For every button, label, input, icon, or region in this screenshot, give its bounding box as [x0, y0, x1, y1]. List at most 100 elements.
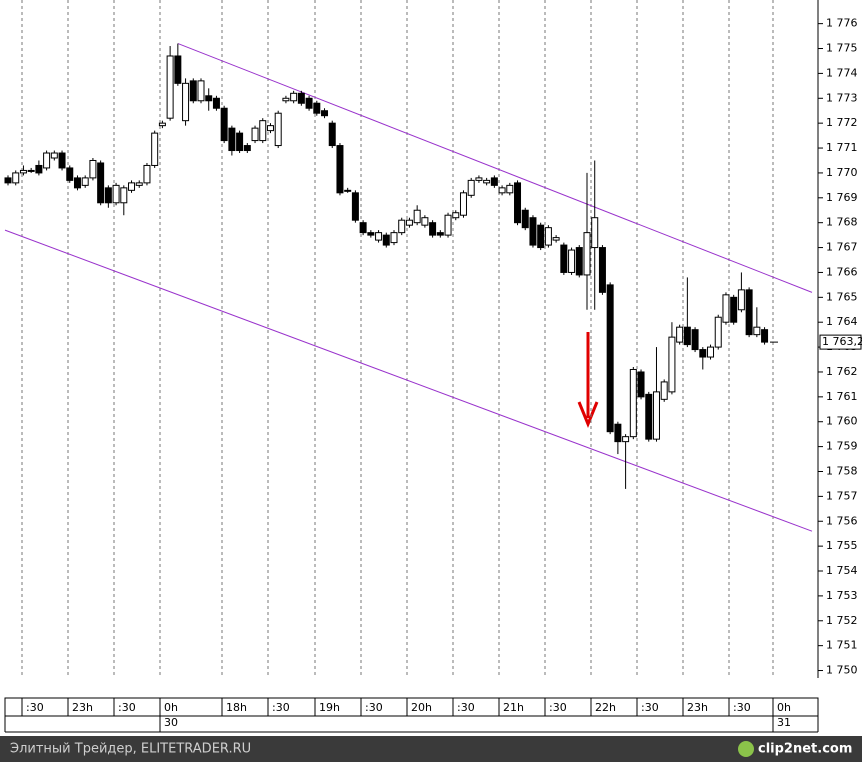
- candle-body: [629, 368, 637, 438]
- candle-body: [668, 336, 676, 393]
- footer-watermark: clip2net.com: [758, 742, 852, 757]
- y-tick-label: 1 758: [826, 464, 858, 477]
- y-tick-label: 1 775: [826, 42, 858, 55]
- candle-body: [35, 164, 43, 174]
- y-tick-label: 1 765: [826, 290, 858, 303]
- candle-body: [351, 192, 359, 221]
- candle-body: [676, 326, 684, 343]
- candle-body: [683, 326, 691, 346]
- candle-body: [444, 214, 452, 236]
- candle-body: [189, 80, 197, 102]
- footer-bar: [0, 736, 862, 762]
- candle-body: [375, 232, 383, 241]
- y-tick-label: 1 754: [826, 564, 858, 577]
- candle-body: [730, 296, 738, 323]
- y-tick-label: 1 768: [826, 216, 858, 229]
- candle-body: [521, 209, 529, 229]
- y-tick-label: 1 773: [826, 91, 858, 104]
- candle-body: [305, 97, 313, 109]
- candle-body: [506, 184, 514, 194]
- candle-body: [344, 189, 352, 192]
- candle-body: [166, 55, 174, 119]
- candle-body: [707, 346, 715, 358]
- candle-body: [328, 122, 336, 147]
- candle-body: [583, 232, 591, 276]
- candle-body: [606, 284, 614, 433]
- last-price-label: 1 763,2: [822, 335, 862, 348]
- y-tick-label: 1 764: [826, 315, 858, 328]
- candle-body: [737, 289, 745, 311]
- candle-body: [622, 436, 630, 443]
- x-tick-label: :30: [272, 701, 290, 714]
- candle-body: [537, 224, 545, 249]
- candle-body: [321, 110, 329, 117]
- candle-body: [158, 122, 166, 127]
- x-axis-box: [4, 697, 819, 717]
- x-tick-label: 20h: [411, 701, 432, 714]
- candle-body: [182, 82, 190, 122]
- y-tick-label: 1 753: [826, 589, 858, 602]
- candle-body: [174, 55, 182, 84]
- candle-body: [128, 182, 136, 191]
- candle-body: [436, 232, 444, 236]
- candle-body: [89, 159, 97, 179]
- candle-body: [722, 294, 730, 323]
- candle-body: [58, 152, 66, 169]
- candle-body: [429, 222, 437, 236]
- candle-body: [398, 219, 406, 234]
- candle-body: [390, 232, 398, 244]
- candle-body: [459, 192, 467, 216]
- candle-body: [652, 391, 660, 440]
- candle-body: [336, 145, 344, 194]
- candle-body: [614, 423, 622, 443]
- candle-body: [544, 227, 552, 246]
- candle-body: [367, 232, 375, 236]
- x-tick-label: 19h: [319, 701, 340, 714]
- x-tick-label: :30: [733, 701, 751, 714]
- y-tick-label: 1 771: [826, 141, 858, 154]
- candle-body: [27, 169, 35, 172]
- last-price-box: [819, 334, 862, 350]
- y-tick-label: 1 762: [826, 365, 858, 378]
- x-tick-label: :30: [26, 701, 44, 714]
- date-label: 31: [777, 716, 791, 729]
- candle-body: [297, 92, 305, 104]
- y-tick-label: 1 750: [826, 664, 858, 677]
- watermark-logo: [738, 741, 754, 757]
- candle-body: [151, 132, 159, 166]
- trendline: [4, 229, 813, 532]
- candle-body: [73, 177, 81, 189]
- y-tick-label: 1 770: [826, 166, 858, 179]
- candle-body: [660, 381, 668, 400]
- candle-body: [4, 177, 12, 184]
- candle-body: [97, 162, 105, 204]
- x-tick-label: 0h: [164, 701, 178, 714]
- candle-body: [212, 97, 220, 109]
- x-tick-label: 22h: [595, 701, 616, 714]
- candle-body: [691, 329, 699, 351]
- candle-body: [236, 132, 244, 152]
- candle-body: [282, 97, 290, 102]
- candle-body: [43, 152, 51, 169]
- candle-body: [274, 112, 282, 147]
- candle-body: [498, 187, 506, 194]
- candle-body: [228, 127, 236, 152]
- y-tick-label: 1 774: [826, 66, 858, 79]
- candle-body: [753, 326, 761, 336]
- candle-body: [220, 107, 228, 142]
- x-tick-label: 0h: [777, 701, 791, 714]
- candle-body: [413, 209, 421, 224]
- x-tick-label: 23h: [687, 701, 708, 714]
- candle-body: [552, 237, 560, 241]
- y-tick-label: 1 759: [826, 440, 858, 453]
- candle-body: [251, 127, 259, 142]
- y-tick-label: 1 776: [826, 17, 858, 30]
- candle-body: [266, 125, 274, 132]
- candle-body: [197, 80, 205, 102]
- candle-body: [104, 187, 112, 204]
- candle-body: [12, 172, 20, 184]
- candle-body: [699, 349, 707, 358]
- y-tick-label: 1 761: [826, 390, 858, 403]
